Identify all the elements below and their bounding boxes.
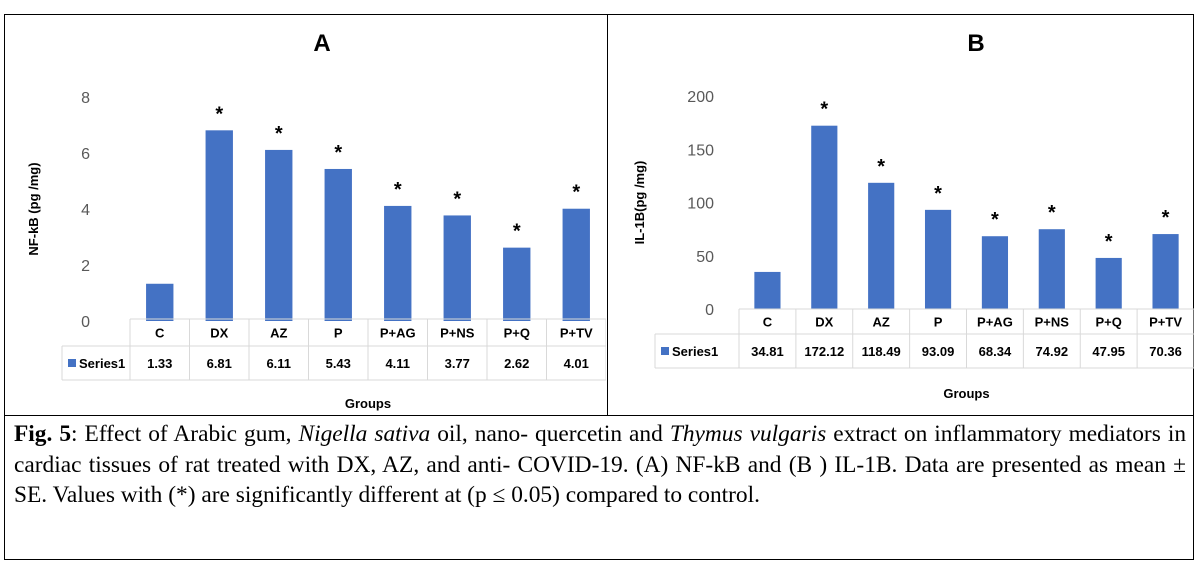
- bar: [384, 205, 412, 321]
- significance-star: *: [991, 209, 999, 231]
- y-tick-label: 50: [696, 249, 714, 266]
- y-tick-label: 8: [81, 90, 90, 107]
- x-axis-title: Groups: [345, 396, 391, 411]
- y-tick-label: 150: [687, 142, 714, 159]
- bar: [868, 182, 895, 309]
- significance-star: *: [453, 188, 461, 210]
- data-label: 3.77: [445, 356, 470, 371]
- category-label: DX: [815, 315, 833, 330]
- y-tick-label: 6: [81, 146, 90, 163]
- bar: [443, 215, 471, 321]
- chart-title: B: [967, 30, 984, 57]
- bar: [324, 168, 352, 321]
- significance-star: *: [1162, 207, 1170, 229]
- bar: [562, 208, 590, 321]
- bar: [265, 149, 293, 321]
- bar: [1152, 234, 1179, 309]
- legend-swatch: [661, 347, 669, 355]
- data-label: 70.36: [1149, 344, 1182, 359]
- bar: [503, 247, 531, 321]
- legend-swatch: [68, 359, 76, 367]
- data-label: 6.11: [266, 356, 291, 371]
- bar: [924, 209, 952, 309]
- category-label: P+TV: [1149, 315, 1182, 330]
- bar: [205, 130, 233, 321]
- figure-frame: [4, 14, 1194, 560]
- chart-title: A: [313, 30, 330, 57]
- data-label: 4.11: [385, 356, 410, 371]
- significance-star: *: [334, 142, 342, 164]
- category-label: AZ: [270, 326, 287, 341]
- caption-italic-1: Nigella sativa: [298, 421, 431, 447]
- significance-star: *: [513, 221, 521, 243]
- caption-text-2: oil, nano- quercetin and: [430, 421, 670, 447]
- bar: [811, 125, 838, 309]
- data-label: 4.01: [564, 356, 589, 371]
- legend-series-name: Series1: [672, 344, 718, 359]
- data-label: 34.81: [751, 344, 784, 359]
- y-tick-label: 2: [81, 258, 90, 275]
- significance-star: *: [394, 179, 402, 201]
- data-label: 2.62: [504, 356, 529, 371]
- y-tick-label: 100: [687, 196, 714, 213]
- data-label: 118.49: [862, 344, 901, 359]
- bar: [1038, 229, 1065, 309]
- y-axis-title: NF-kB (pg /mg): [26, 162, 41, 255]
- figure-caption: Fig. 5: Effect of Arabic gum, Nigella sa…: [14, 419, 1186, 511]
- data-label: 5.43: [326, 356, 351, 371]
- data-label: 6.81: [207, 356, 232, 371]
- bar: [754, 271, 781, 309]
- panel-divider: [607, 14, 608, 416]
- chart-a: A 0 2 4 6 8 NF-kB (pg /mg) * * * * * * * C 1.33 DX 6.81 AZ…: [26, 30, 606, 411]
- data-label: 93.09: [922, 344, 955, 359]
- bar: [981, 236, 1009, 309]
- y-tick-label: 0: [705, 302, 714, 319]
- data-label: 172.12: [804, 344, 844, 359]
- category-label: C: [763, 315, 773, 330]
- significance-star: *: [1105, 231, 1113, 253]
- caption-divider: [4, 415, 1194, 416]
- significance-star: *: [1048, 202, 1056, 224]
- bar: [146, 283, 174, 321]
- category-label: P+Q: [1096, 315, 1122, 330]
- category-label: P: [934, 315, 943, 330]
- caption-italic-2: Thymus vulgaris: [669, 421, 827, 447]
- caption-text-1: : Effect of Arabic gum,: [71, 421, 299, 447]
- y-axis-title: IL-1B(pg /mg): [632, 161, 647, 245]
- significance-star: *: [215, 103, 223, 125]
- category-label: P: [334, 326, 343, 341]
- significance-star: *: [877, 156, 885, 178]
- data-label: 68.34: [979, 344, 1012, 359]
- significance-star: *: [820, 99, 828, 121]
- data-label: 74.92: [1036, 344, 1069, 359]
- y-tick-label: 200: [687, 89, 714, 106]
- category-label: P+TV: [560, 326, 593, 341]
- significance-star: *: [275, 123, 283, 145]
- category-label: AZ: [873, 315, 890, 330]
- data-label: 47.95: [1092, 344, 1125, 359]
- caption-text-3: extract on inflammatory mediators in car…: [14, 421, 1187, 508]
- significance-star: *: [572, 182, 580, 204]
- x-axis-title: Groups: [943, 386, 989, 401]
- significance-star: *: [934, 183, 942, 205]
- category-label: C: [155, 326, 165, 341]
- bar: [1095, 257, 1122, 309]
- category-label: P+Q: [504, 326, 530, 341]
- y-tick-label: 4: [81, 202, 90, 219]
- caption-label: Fig. 5: [14, 421, 72, 447]
- category-label: P+AG: [977, 315, 1013, 330]
- data-label: 1.33: [147, 356, 172, 371]
- category-label: P+AG: [380, 326, 416, 341]
- category-label: P+NS: [440, 326, 475, 341]
- category-label: DX: [210, 326, 228, 341]
- legend-series-name: Series1: [79, 356, 125, 371]
- y-tick-label: 0: [81, 314, 90, 331]
- category-label: P+NS: [1035, 315, 1070, 330]
- chart-b: B 0 50 100 150 200 IL-1B(pg /mg) * * * * * * * C 34.81 D…: [632, 30, 1194, 401]
